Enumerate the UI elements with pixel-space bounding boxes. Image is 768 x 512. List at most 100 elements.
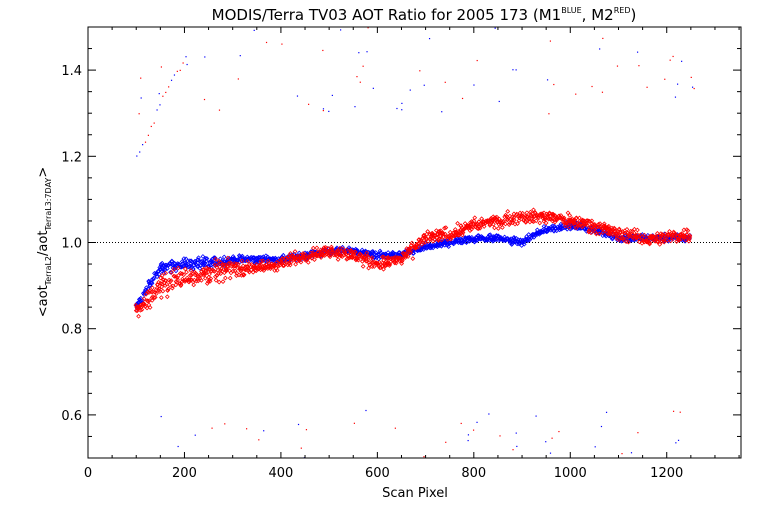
outlier-point bbox=[594, 446, 596, 448]
data-point bbox=[158, 295, 164, 300]
data-point bbox=[687, 233, 693, 238]
outlier-point bbox=[160, 415, 162, 418]
data-point bbox=[645, 237, 651, 243]
data-point bbox=[288, 251, 293, 256]
data-point bbox=[532, 210, 538, 215]
data-point bbox=[408, 250, 413, 256]
data-point bbox=[479, 216, 484, 222]
data-point bbox=[241, 272, 247, 278]
outlier-point bbox=[535, 415, 537, 417]
outlier-point bbox=[182, 62, 184, 64]
outlier-point bbox=[356, 76, 358, 78]
data-point bbox=[639, 234, 645, 240]
data-point bbox=[378, 265, 383, 270]
outlier-point bbox=[179, 69, 181, 71]
data-point bbox=[279, 259, 284, 265]
data-point bbox=[298, 259, 304, 265]
outlier-point bbox=[354, 106, 356, 108]
data-point bbox=[380, 254, 385, 260]
data-point bbox=[202, 275, 208, 281]
data-point bbox=[561, 215, 567, 221]
data-point bbox=[493, 237, 499, 243]
data-point bbox=[400, 256, 405, 262]
outlier-point bbox=[165, 91, 167, 94]
y-tick-label: 0.6 bbox=[61, 409, 82, 424]
data-point bbox=[610, 235, 616, 241]
data-point bbox=[191, 277, 197, 283]
data-point bbox=[230, 254, 236, 259]
data-point bbox=[625, 235, 630, 240]
data-point bbox=[182, 266, 188, 272]
data-point bbox=[314, 245, 320, 251]
data-point bbox=[195, 276, 201, 282]
data-point bbox=[529, 232, 535, 238]
outlier-point bbox=[646, 86, 648, 88]
data-point bbox=[199, 277, 204, 283]
outlier-point bbox=[297, 423, 300, 426]
data-point bbox=[492, 225, 497, 231]
data-point bbox=[684, 232, 690, 238]
outlier-point bbox=[441, 111, 443, 113]
data-point bbox=[610, 231, 616, 236]
outlier-point bbox=[679, 411, 681, 413]
outlier-point bbox=[322, 49, 324, 52]
data-point bbox=[468, 220, 473, 225]
data-point bbox=[511, 215, 517, 221]
data-point bbox=[178, 282, 184, 287]
data-point bbox=[224, 267, 230, 273]
data-point bbox=[511, 217, 517, 223]
plot-area: 0 200 400 600 800 1000 1200 0.6 0.8 1.0 1.2 1.4 bbox=[61, 26, 742, 481]
data-point bbox=[600, 233, 606, 239]
data-point bbox=[352, 249, 358, 255]
data-point bbox=[368, 256, 374, 262]
outlier-point bbox=[605, 411, 608, 413]
outlier-point bbox=[359, 81, 361, 83]
data-point bbox=[632, 226, 637, 232]
data-point bbox=[513, 239, 518, 244]
data-point bbox=[442, 225, 447, 231]
data-point bbox=[543, 220, 549, 226]
data-point bbox=[281, 263, 287, 268]
data-point bbox=[149, 280, 155, 286]
data-point bbox=[366, 265, 371, 271]
outlier-point bbox=[591, 85, 593, 88]
data-point bbox=[225, 264, 231, 270]
data-point bbox=[517, 215, 522, 221]
data-point bbox=[541, 210, 547, 216]
data-point bbox=[560, 217, 566, 222]
data-point bbox=[424, 231, 430, 237]
outlier-point bbox=[602, 37, 604, 40]
outlier-point bbox=[177, 445, 179, 448]
data-point bbox=[139, 307, 145, 313]
data-point bbox=[221, 254, 227, 260]
data-point bbox=[487, 232, 493, 238]
data-point bbox=[635, 227, 640, 233]
data-point bbox=[164, 266, 170, 271]
outlier-point bbox=[675, 442, 677, 444]
outlier-point bbox=[498, 100, 500, 103]
data-point bbox=[280, 252, 286, 258]
outlier-point bbox=[211, 427, 213, 429]
data-point bbox=[204, 256, 210, 261]
data-point bbox=[589, 218, 595, 224]
data-point bbox=[455, 220, 460, 226]
data-point bbox=[621, 237, 627, 243]
outlier-point bbox=[158, 93, 160, 95]
data-point bbox=[323, 245, 329, 250]
outlier-point bbox=[545, 441, 547, 443]
data-point bbox=[168, 278, 174, 283]
data-point bbox=[543, 224, 549, 230]
data-point bbox=[293, 256, 298, 261]
outlier-point bbox=[185, 56, 187, 58]
data-point bbox=[410, 256, 416, 261]
data-point bbox=[592, 229, 598, 235]
outlier-point bbox=[669, 59, 671, 61]
data-point bbox=[159, 272, 165, 278]
outlier-point bbox=[676, 83, 679, 85]
data-point bbox=[257, 263, 263, 269]
data-point bbox=[626, 233, 632, 239]
data-point bbox=[375, 251, 381, 257]
data-point bbox=[596, 231, 602, 237]
data-point bbox=[513, 235, 519, 241]
outlier-point bbox=[423, 456, 425, 458]
